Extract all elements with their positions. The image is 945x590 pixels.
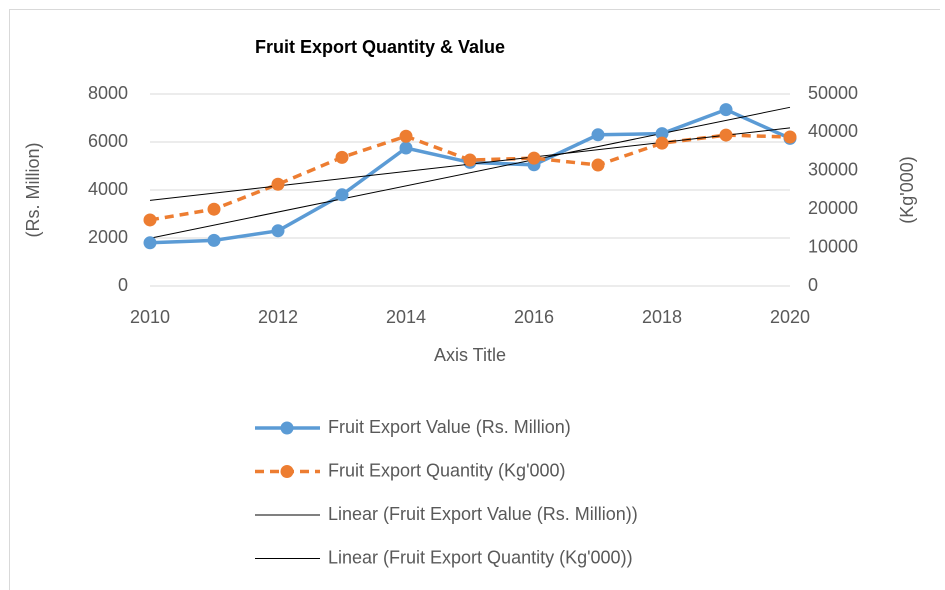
- y-tick-label: 4000: [88, 179, 128, 199]
- x-tick-label: 2020: [770, 307, 810, 327]
- marker: [399, 141, 413, 155]
- y2-tick-label: 20000: [808, 198, 858, 218]
- marker: [463, 153, 477, 167]
- marker: [271, 177, 285, 191]
- x-axis-title: Axis Title: [434, 345, 506, 365]
- y-tick-label: 6000: [88, 131, 128, 151]
- marker: [527, 151, 541, 165]
- marker: [591, 128, 605, 142]
- marker: [207, 202, 221, 216]
- y2-tick-label: 40000: [808, 121, 858, 141]
- marker: [655, 127, 669, 141]
- x-tick-label: 2010: [130, 307, 170, 327]
- legend-label: Fruit Export Quantity (Kg'000): [328, 460, 566, 480]
- marker: [143, 236, 157, 250]
- y-tick-label: 2000: [88, 227, 128, 247]
- marker: [399, 129, 413, 143]
- legend-marker: [280, 465, 294, 478]
- marker: [655, 136, 669, 150]
- y2-tick-label: 30000: [808, 160, 858, 180]
- marker: [335, 150, 349, 164]
- y-axis-title: (Rs. Million): [23, 142, 43, 237]
- marker: [783, 130, 797, 144]
- chart-border: [9, 9, 940, 590]
- y-tick-label: 0: [118, 275, 128, 295]
- x-tick-label: 2014: [386, 307, 426, 327]
- marker: [335, 188, 349, 202]
- x-tick-label: 2016: [514, 307, 554, 327]
- chart-title: Fruit Export Quantity & Value: [255, 37, 505, 57]
- legend-label: Linear (Fruit Export Quantity (Kg'000)): [328, 547, 633, 567]
- y2-axis-title: (Kg'000): [897, 156, 917, 223]
- marker: [719, 103, 733, 117]
- x-tick-label: 2012: [258, 307, 298, 327]
- marker: [719, 128, 733, 142]
- x-tick-label: 2018: [642, 307, 682, 327]
- legend-marker: [280, 421, 294, 435]
- legend-label: Linear (Fruit Export Value (Rs. Million)…: [328, 504, 638, 524]
- y2-tick-label: 10000: [808, 236, 858, 256]
- marker: [143, 213, 157, 227]
- y2-tick-label: 50000: [808, 83, 858, 103]
- marker: [591, 158, 605, 172]
- trendline: [149, 106, 791, 239]
- marker: [271, 224, 285, 238]
- legend-label: Fruit Export Value (Rs. Million): [328, 417, 571, 437]
- y2-tick-label: 0: [808, 275, 818, 295]
- marker: [207, 233, 221, 247]
- y-tick-label: 8000: [88, 83, 128, 103]
